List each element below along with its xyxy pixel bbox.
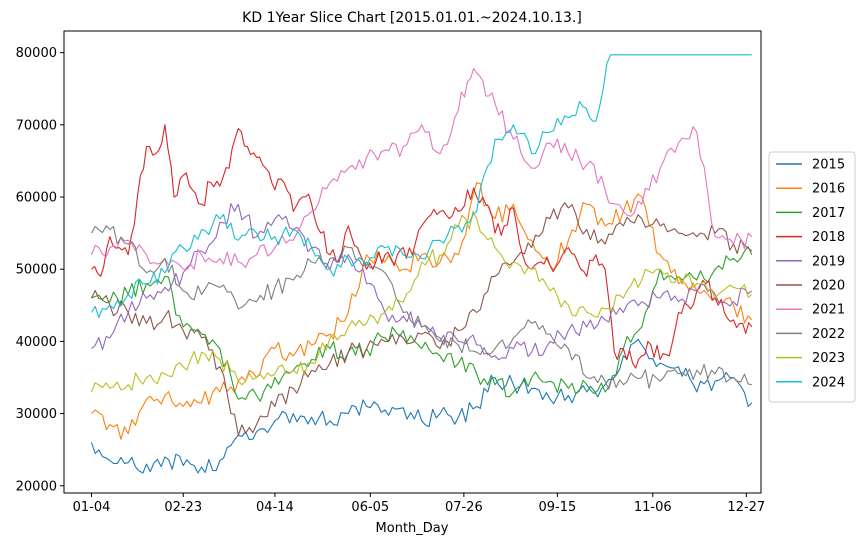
x-tick-label: 11-06 (634, 500, 672, 515)
series-layer (90, 54, 753, 474)
legend-item: 2024 (776, 375, 845, 390)
x-tick-label: 02-23 (164, 500, 202, 515)
legend-box (768, 151, 856, 403)
series-line-2024 (91, 54, 752, 319)
legend-item: 2017 (776, 206, 845, 221)
legend-label: 2021 (812, 303, 845, 318)
x-axis: 01-04 02-23 04-14 06-05 07-26 09-15 11-06 12-27 (73, 493, 765, 515)
series-line-2016 (91, 182, 753, 440)
legend-label: 2024 (812, 375, 845, 390)
y-tick-label: 30000 (16, 407, 57, 422)
x-tick-label: 12-27 (727, 500, 765, 515)
x-tick-label: 09-15 (539, 500, 577, 515)
y-tick-label: 50000 (16, 263, 57, 278)
legend-label: 2020 (812, 279, 845, 294)
chart-title: KD 1Year Slice Chart [2015.01.01.~2024.1… (242, 10, 582, 26)
y-tick-label: 60000 (16, 191, 57, 206)
legend-item: 2018 (776, 230, 845, 245)
x-tick-label: 06-05 (351, 500, 389, 515)
series-line-2020 (91, 202, 753, 436)
legend-item: 2016 (776, 182, 845, 197)
legend-item: 2015 (776, 158, 845, 173)
x-axis-label: Month_Day (376, 521, 449, 536)
series-line-2023 (90, 210, 753, 393)
legend-label: 2018 (812, 230, 845, 245)
x-tick-label: 07-26 (445, 500, 483, 515)
legend-item: 2022 (776, 327, 845, 342)
legend-label: 2023 (812, 351, 845, 366)
x-tick-label: 04-14 (256, 500, 294, 515)
x-tick-label: 01-04 (73, 500, 111, 515)
legend-label: 2016 (812, 182, 845, 197)
legend-item: 2021 (776, 303, 845, 318)
legend-label: 2017 (812, 206, 845, 221)
legend-label: 2022 (812, 327, 845, 342)
series-line-2021 (90, 68, 753, 271)
series-line-2022 (91, 225, 752, 390)
legend: 2015 2016 2017 2018 2019 2020 2021 2022 2023 2024 (768, 151, 856, 403)
legend-item: 2019 (776, 254, 845, 269)
series-line-2017 (91, 246, 753, 402)
series-line-2015 (90, 338, 753, 474)
y-axis: 20000 30000 40000 50000 60000 70000 80000 (16, 46, 64, 494)
plot-area-frame (63, 30, 762, 494)
legend-label: 2015 (812, 158, 845, 173)
legend-label: 2019 (812, 254, 845, 269)
series-line-2018 (91, 124, 753, 369)
legend-item: 2020 (776, 279, 845, 294)
legend-item: 2023 (776, 351, 845, 366)
y-tick-label: 20000 (16, 479, 57, 494)
y-tick-label: 40000 (16, 335, 57, 350)
y-tick-label: 80000 (16, 46, 57, 61)
y-tick-label: 70000 (16, 118, 57, 133)
